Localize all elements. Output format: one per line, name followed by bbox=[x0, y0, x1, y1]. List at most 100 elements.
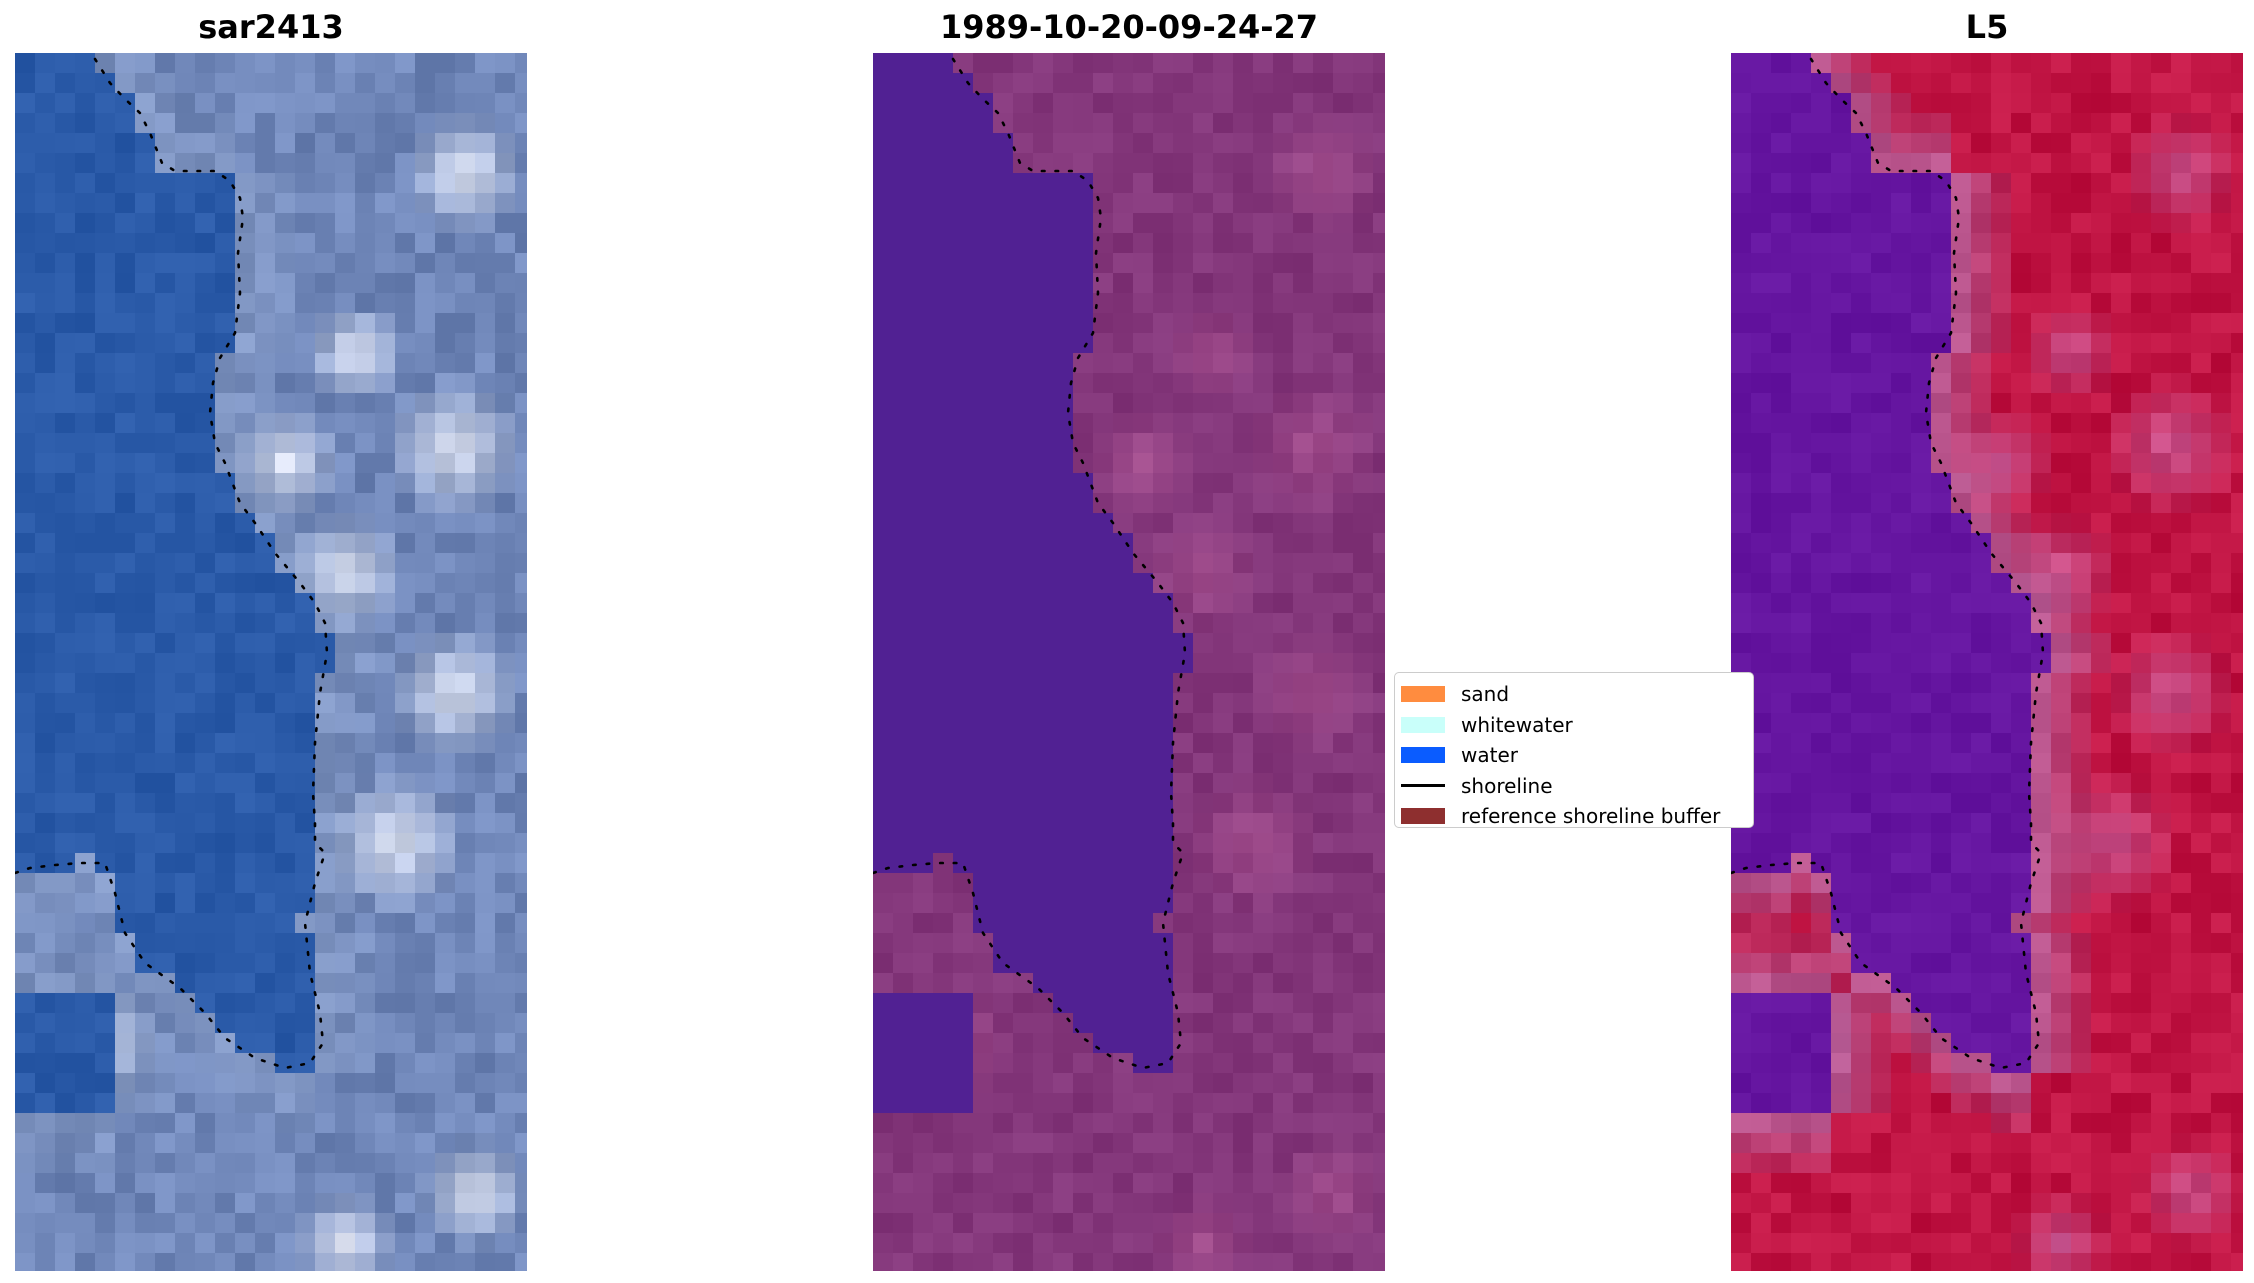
image-pixel bbox=[235, 373, 256, 394]
image-pixel bbox=[1073, 333, 1094, 354]
image-pixel bbox=[515, 673, 527, 694]
image-pixel bbox=[2051, 593, 2072, 614]
image-pixel bbox=[1751, 973, 1772, 994]
image-pixel bbox=[255, 653, 276, 674]
image-pixel bbox=[1991, 73, 2012, 94]
image-pixel bbox=[455, 193, 476, 214]
image-pixel bbox=[395, 553, 416, 574]
image-pixel bbox=[1811, 633, 1832, 654]
image-pixel bbox=[155, 1013, 176, 1034]
image-pixel bbox=[355, 693, 376, 714]
image-pixel bbox=[55, 1113, 76, 1134]
image-pixel bbox=[295, 713, 316, 734]
image-pixel bbox=[1093, 1093, 1114, 1114]
image-pixel bbox=[2191, 693, 2212, 714]
image-pixel bbox=[335, 193, 356, 214]
image-pixel bbox=[873, 333, 894, 354]
image-pixel bbox=[1831, 433, 1852, 454]
image-pixel bbox=[2111, 673, 2132, 694]
image-pixel bbox=[1991, 833, 2012, 854]
image-pixel bbox=[235, 173, 256, 194]
image-pixel bbox=[1353, 973, 1374, 994]
image-pixel bbox=[1353, 93, 1374, 114]
image-pixel bbox=[1951, 353, 1972, 374]
image-pixel bbox=[1911, 833, 1932, 854]
image-pixel bbox=[375, 373, 396, 394]
image-pixel bbox=[1033, 673, 1054, 694]
image-pixel bbox=[335, 633, 356, 654]
image-pixel bbox=[135, 1073, 156, 1094]
image-pixel bbox=[2011, 613, 2032, 634]
image-pixel bbox=[973, 313, 994, 334]
image-pixel bbox=[1751, 153, 1772, 174]
image-pixel bbox=[215, 833, 236, 854]
image-pixel bbox=[1173, 953, 1194, 974]
image-pixel bbox=[1133, 113, 1154, 134]
image-pixel bbox=[175, 313, 196, 334]
image-pixel bbox=[1173, 273, 1194, 294]
image-pixel bbox=[2171, 433, 2192, 454]
image-pixel bbox=[1751, 1013, 1772, 1034]
image-pixel bbox=[175, 1093, 196, 1114]
image-pixel bbox=[2171, 1053, 2192, 1074]
image-pixel bbox=[1153, 313, 1174, 334]
image-pixel bbox=[195, 493, 216, 514]
image-pixel bbox=[1093, 953, 1114, 974]
image-pixel bbox=[135, 1053, 156, 1074]
image-pixel bbox=[35, 1253, 56, 1271]
image-pixel bbox=[2151, 953, 2172, 974]
image-pixel bbox=[1931, 813, 1952, 834]
image-pixel bbox=[1891, 633, 1912, 654]
image-pixel bbox=[1193, 633, 1214, 654]
image-pixel bbox=[275, 1113, 296, 1134]
image-pixel bbox=[155, 893, 176, 914]
image-pixel bbox=[1731, 1173, 1752, 1194]
image-pixel bbox=[115, 673, 136, 694]
image-pixel bbox=[1791, 413, 1812, 434]
image-pixel bbox=[135, 1173, 156, 1194]
image-pixel bbox=[1931, 673, 1952, 694]
image-pixel bbox=[1093, 533, 1114, 554]
image-pixel bbox=[2011, 513, 2032, 534]
image-pixel bbox=[873, 613, 894, 634]
image-pixel bbox=[2211, 193, 2232, 214]
image-pixel bbox=[1991, 1153, 2012, 1174]
image-pixel bbox=[1093, 333, 1114, 354]
image-pixel bbox=[993, 593, 1014, 614]
image-pixel bbox=[215, 873, 236, 894]
image-pixel bbox=[335, 133, 356, 154]
image-pixel bbox=[75, 793, 96, 814]
image-pixel bbox=[1013, 993, 1034, 1014]
image-pixel bbox=[1811, 913, 1832, 934]
image-pixel bbox=[155, 833, 176, 854]
image-pixel bbox=[215, 573, 236, 594]
image-pixel bbox=[295, 1073, 316, 1094]
image-pixel bbox=[1831, 673, 1852, 694]
image-pixel bbox=[495, 853, 516, 874]
image-pixel bbox=[1073, 733, 1094, 754]
image-pixel bbox=[1971, 293, 1992, 314]
image-pixel bbox=[415, 1173, 436, 1194]
image-pixel bbox=[475, 733, 496, 754]
image-pixel bbox=[455, 793, 476, 814]
image-pixel bbox=[495, 1133, 516, 1154]
image-pixel bbox=[235, 1013, 256, 1034]
image-pixel bbox=[1313, 453, 1334, 474]
image-pixel bbox=[115, 113, 136, 134]
image-pixel bbox=[1931, 73, 1952, 94]
image-pixel bbox=[1273, 473, 1294, 494]
image-pixel bbox=[1113, 1213, 1134, 1234]
image-pixel bbox=[1213, 313, 1234, 334]
image-pixel bbox=[375, 113, 396, 134]
image-pixel bbox=[1173, 73, 1194, 94]
image-pixel bbox=[1951, 513, 1972, 534]
image-pixel bbox=[1831, 493, 1852, 514]
image-pixel bbox=[1033, 1073, 1054, 1094]
image-pixel bbox=[2231, 133, 2243, 154]
image-pixel bbox=[1193, 733, 1214, 754]
image-pixel bbox=[2131, 113, 2152, 134]
image-pixel bbox=[933, 693, 954, 714]
image-pixel bbox=[75, 613, 96, 634]
image-pixel bbox=[395, 293, 416, 314]
image-pixel bbox=[455, 1073, 476, 1094]
